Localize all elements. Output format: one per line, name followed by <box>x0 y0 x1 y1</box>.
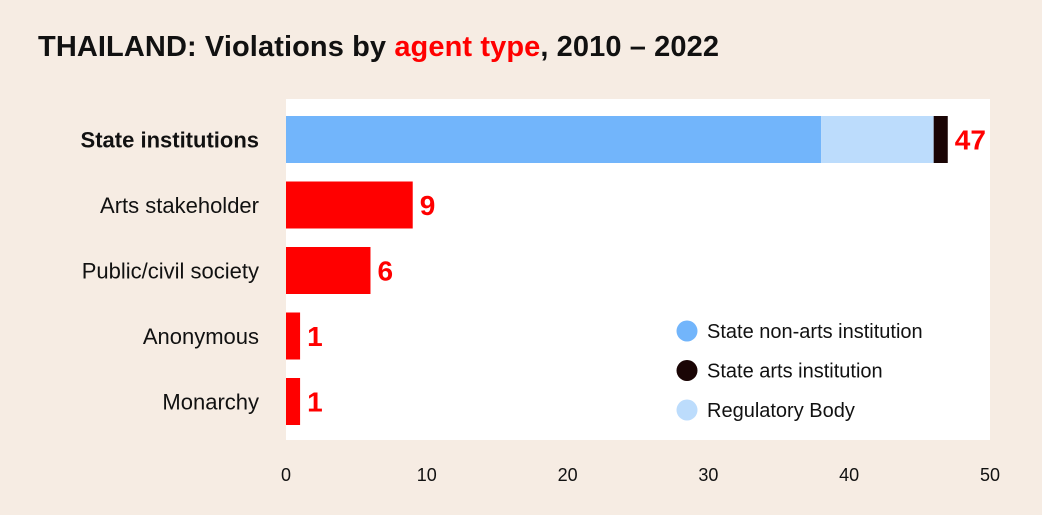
x-tick-label: 40 <box>839 465 859 485</box>
bar-segment <box>286 312 301 360</box>
legend-label: State arts institution <box>707 361 883 383</box>
chart-title-suffix: , 2010 – 2022 <box>540 31 720 63</box>
bar-segment <box>933 116 948 163</box>
legend-label: Regulatory Body <box>707 400 855 422</box>
legend-label: State non-arts institution <box>707 321 923 343</box>
x-tick-label: 0 <box>281 465 291 485</box>
value-label: 6 <box>377 256 393 287</box>
bar-segment <box>286 181 413 229</box>
x-tick-label: 30 <box>698 465 718 485</box>
chart-title-highlight: agent type <box>394 31 541 63</box>
value-label: 1 <box>307 387 323 418</box>
bar-segment <box>286 247 371 294</box>
category-label: Public/civil society <box>82 259 259 284</box>
category-label: State institutions <box>81 128 259 153</box>
legend-swatch <box>676 399 698 421</box>
legend-swatch <box>676 360 698 381</box>
bar-segment <box>286 378 301 425</box>
bar-segment <box>286 116 822 163</box>
x-tick-label: 50 <box>980 465 1000 485</box>
x-tick-label: 20 <box>558 465 578 485</box>
category-label: Monarchy <box>162 390 259 415</box>
category-label: Arts stakeholder <box>100 193 259 218</box>
value-label: 9 <box>420 190 436 221</box>
value-label: 47 <box>955 125 986 156</box>
chart-title: THAILAND: Violations by agent type, 2010… <box>38 31 719 64</box>
legend-swatch <box>676 320 698 342</box>
x-tick-label: 10 <box>417 465 437 485</box>
chart-title-prefix: THAILAND: Violations by <box>38 31 395 63</box>
bar-segment <box>821 116 934 163</box>
category-label: Anonymous <box>143 324 259 349</box>
value-label: 1 <box>307 321 323 352</box>
